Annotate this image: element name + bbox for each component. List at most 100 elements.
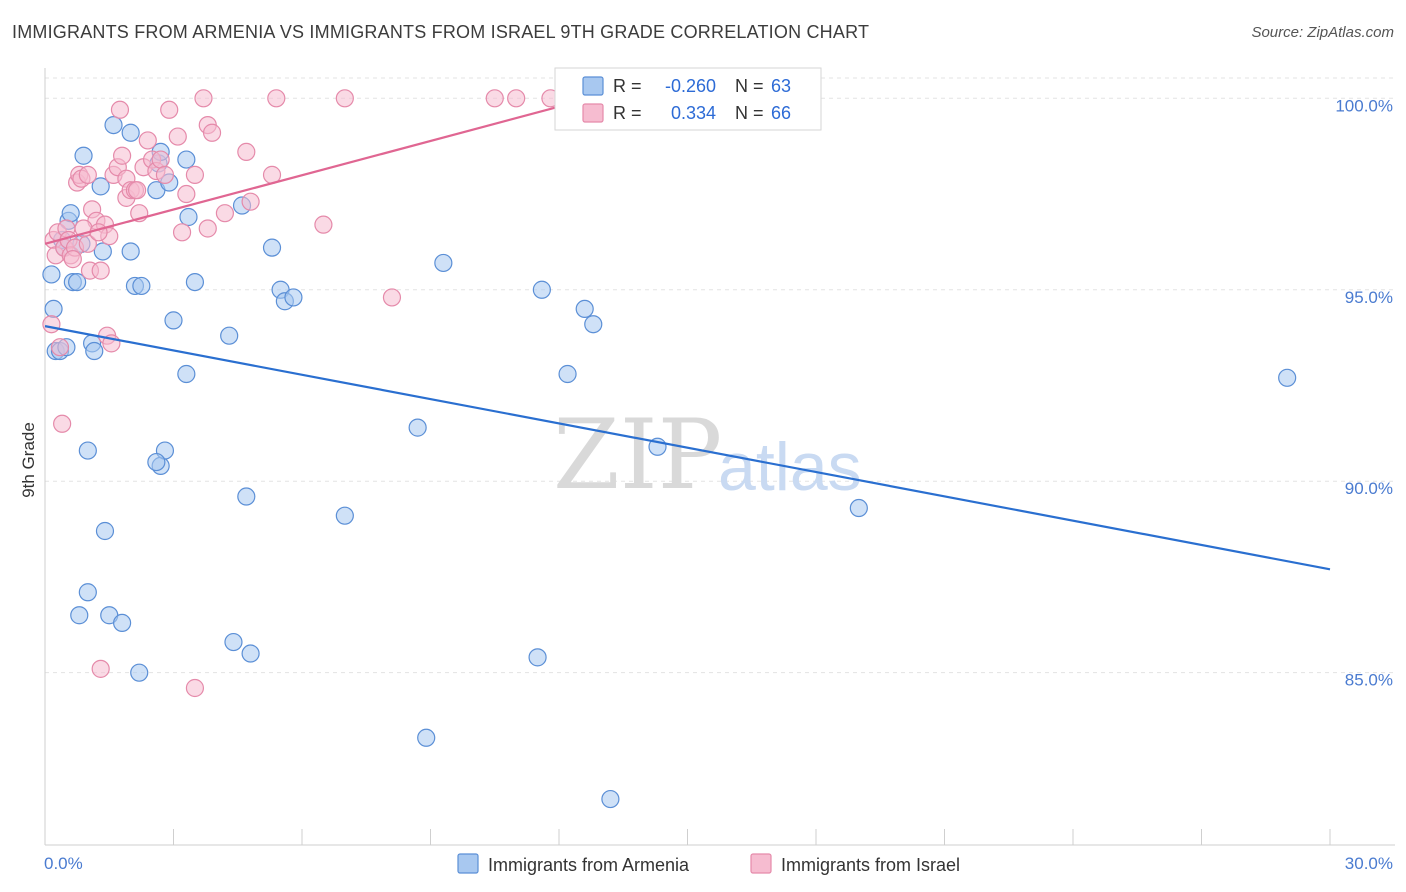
armenia-point-52 [434,253,453,273]
armenia-point-49 [241,644,260,663]
armenia-point-8 [61,204,80,223]
israel-point-52 [485,89,504,108]
y-tick-label-1: 90.0% [1345,479,1393,498]
israel-point-22 [110,100,130,119]
bottom-legend-israel-swatch [750,853,772,874]
trend-lines [44,101,1331,571]
israel-point-44 [215,204,234,223]
bottom-legend: Immigrants from Armenia Immigrants from … [457,853,960,875]
israel-point-34 [155,165,175,184]
y-tick-label-2: 95.0% [1345,288,1393,307]
armenia-point-17 [93,242,112,261]
israel-point-50 [335,89,354,108]
israel-point-46 [241,192,260,211]
armenia-point-35 [237,487,256,506]
armenia-point-19 [104,115,123,135]
armenia-point-50 [335,506,354,525]
armenia-point-0 [42,265,61,284]
armenia-point-36 [262,238,282,257]
bottom-legend-armenia-swatch [457,853,479,874]
israel-point-64 [89,223,108,242]
israel-point-23 [112,146,132,165]
y-tick-label-0: 85.0% [1345,671,1393,690]
israel-point-56 [42,315,61,334]
israel-point-48 [267,89,286,108]
armenia-point-62 [1278,368,1297,387]
israel-trend-line [44,101,577,245]
y-tick-labels: 85.0% 90.0% 95.0% 100.0% [1335,96,1393,689]
grid-lines [45,77,1395,674]
bottom-legend-israel-label: Immigrants from Israel [781,855,960,875]
israel-point-53 [507,89,526,108]
israel-point-49 [314,215,333,234]
armenia-point-31 [177,364,196,384]
armenia-point-33 [220,326,239,345]
x-tick-labels: 0.0% 30.0% [44,854,1393,873]
israel-n-label: N = [735,103,764,123]
armenia-point-10 [68,272,87,292]
bottom-legend-armenia-label: Immigrants from Armenia [488,855,690,875]
armenia-point-28 [177,150,196,169]
armenia-r-label: R = [613,76,642,96]
israel-n-value: 66 [771,103,791,123]
israel-point-38 [177,184,196,204]
israel-point-43 [198,219,217,238]
israel-point-40 [194,89,213,108]
armenia-point-39 [284,288,303,307]
armenia-point-47 [130,663,149,682]
israel-point-35 [160,100,179,119]
armenia-point-53 [417,728,436,747]
israel-r-value: 0.334 [671,103,716,123]
armenia-point-18 [95,521,115,541]
armenia-point-12 [74,146,93,165]
armenia-point-23 [132,276,151,296]
armenia-point-43 [78,583,97,602]
armenia-point-48 [224,632,243,652]
armenia-point-1 [44,299,63,319]
armenia-point-61 [849,498,868,518]
armenia-point-13 [78,441,97,460]
armenia-point-29 [164,311,183,330]
armenia-point-44 [70,606,89,625]
armenia-point-16 [91,177,110,196]
x-tick-label-1: 30.0% [1345,854,1393,873]
armenia-n-label: N = [735,76,764,96]
israel-point-11 [78,165,97,184]
armenia-point-30 [179,207,198,227]
israel-r-label: R = [613,103,642,123]
israel-point-16 [91,261,110,280]
israel-point-42 [202,123,222,142]
y-tick-label-3: 100.0% [1335,96,1393,115]
y-axis-title: 9th Grade [19,422,38,498]
armenia-point-58 [528,648,547,667]
armenia-point-51 [408,418,427,437]
armenia-swatch [582,76,604,96]
israel-point-36 [168,127,187,146]
axes [44,68,1395,846]
israel-point-57 [50,338,70,357]
watermark-zip: ZIP [553,399,722,511]
israel-point-45 [237,142,256,162]
armenia-point-57 [584,315,603,334]
armenia-point-32 [185,272,205,292]
armenia-point-56 [575,299,594,319]
source-credit: Source: ZipAtlas.com [1251,24,1394,41]
armenia-point-21 [121,242,140,261]
israel-point-65 [63,250,82,269]
watermark: ZIP atlas [553,399,862,511]
armenia-n-value: 63 [771,76,791,96]
israel-point-30 [138,131,157,150]
israel-point-51 [382,288,402,307]
armenia-point-42 [147,452,166,472]
israel-point-60 [185,678,205,698]
israel-point-37 [172,223,192,242]
stats-legend: R = -0.260 N = 63 R = 0.334 N = 66 [554,67,822,131]
armenia-trend-line [44,325,1331,571]
israel-point-63 [127,181,147,200]
armenia-point-59 [601,789,620,809]
israel-point-33 [151,150,170,169]
armenia-r-value: -0.260 [665,76,716,96]
armenia-point-46 [112,613,132,633]
israel-point-58 [53,414,72,433]
